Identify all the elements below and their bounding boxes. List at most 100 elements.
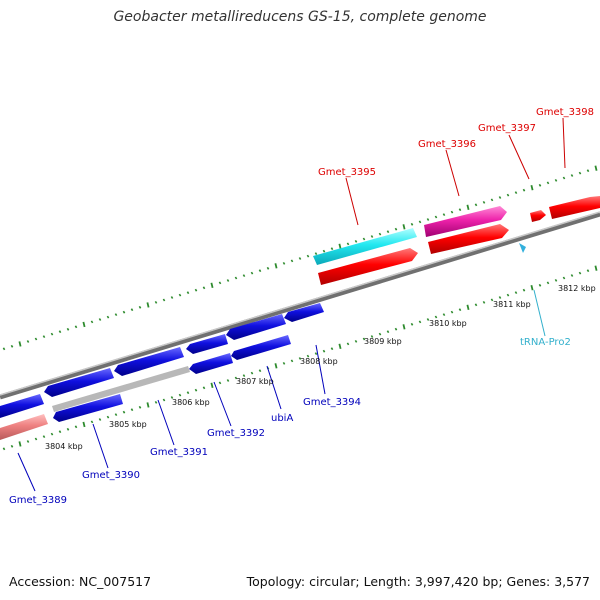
tick-mark (66, 427, 70, 431)
genome-title: Geobacter metallireducens GS-15, complet… (113, 9, 487, 25)
upper-tick-row (2, 165, 598, 351)
tick-mark (586, 169, 590, 173)
tick-mark (466, 204, 470, 211)
gene-label-gmet-3390[interactable]: Gmet_3390 (82, 470, 140, 481)
gene-gmet-3392b[interactable] (231, 335, 291, 360)
tick-mark (114, 413, 118, 417)
tick-mark (82, 321, 86, 328)
tick-mark (394, 227, 398, 231)
tick-mark (546, 181, 550, 185)
tick-mark (250, 371, 254, 375)
tick-mark (18, 441, 22, 447)
tick-label-3810: 3810 kbp (429, 319, 467, 328)
tick-mark (234, 376, 238, 380)
tick-label-3812: 3812 kbp (558, 284, 596, 293)
tick-mark (66, 327, 70, 331)
tick-mark (426, 218, 430, 221)
label-connectors (17, 117, 566, 492)
tick-mark (178, 293, 182, 297)
tick-mark (258, 269, 262, 273)
tick-mark (154, 300, 158, 304)
gene-gmet-3397[interactable] (530, 210, 546, 222)
tick-mark (410, 222, 414, 226)
gene-gmet-3389-pseudo[interactable] (0, 414, 48, 440)
tick-mark (458, 208, 462, 212)
gene-gmet-3391[interactable] (114, 347, 184, 376)
tick-mark (546, 281, 550, 285)
gene-label-trna-pro2[interactable]: tRNA-Pro2 (520, 337, 571, 348)
tick-mark (146, 402, 150, 408)
gene-gmet-3394[interactable] (284, 303, 324, 322)
gene-label-gmet-3391[interactable]: Gmet_3391 (150, 447, 208, 458)
tick-mark (82, 421, 86, 428)
tick-mark (370, 235, 374, 238)
tick-mark (202, 386, 206, 390)
gene-gmet-3398[interactable] (549, 196, 600, 219)
tick-mark (538, 183, 542, 187)
tick-mark (426, 318, 430, 321)
gene-gmet-3389[interactable] (0, 394, 44, 418)
tick-mark (410, 322, 414, 326)
tick-mark (34, 437, 38, 441)
trna-pro2-marker[interactable] (519, 243, 526, 253)
gene-label-gmet-3397[interactable]: Gmet_3397 (478, 123, 536, 134)
tick-mark (554, 278, 558, 282)
gene-gmet-3395-cds[interactable] (318, 248, 418, 285)
tick-mark (186, 291, 190, 295)
tick-mark (298, 357, 302, 360)
accession-text: Accession: NC_007517 (9, 574, 152, 589)
gene-label-gmet-3398[interactable]: Gmet_3398 (536, 107, 594, 118)
tick-mark (450, 310, 454, 314)
tick-mark (282, 361, 286, 365)
tick-mark (194, 388, 198, 392)
tick-mark (570, 274, 574, 277)
gene-label-gmet-3389[interactable]: Gmet_3389 (9, 495, 67, 506)
tick-mark (202, 286, 206, 290)
gene-gmet-3391b[interactable] (189, 353, 233, 374)
gene-ubia[interactable] (226, 314, 286, 340)
tick-mark (594, 265, 598, 271)
gene-label-gmet-3396[interactable]: Gmet_3396 (418, 139, 476, 150)
tick-mark (482, 200, 486, 204)
tick-mark (258, 369, 262, 373)
gene-gmet-3395[interactable] (313, 228, 417, 265)
gene-gmet-3390b[interactable] (53, 394, 123, 422)
tick-mark (514, 291, 518, 295)
tick-mark (26, 340, 30, 343)
tick-mark (130, 308, 134, 312)
tick-mark (346, 242, 350, 246)
tick-mark (10, 444, 14, 448)
gene-label-ubia[interactable]: ubiA (271, 413, 293, 424)
tick-mark (562, 176, 566, 180)
tick-mark (130, 408, 134, 412)
gene-gmet-3390-gray[interactable] (52, 366, 190, 412)
tick-mark (106, 415, 110, 419)
tick-mark (98, 318, 102, 321)
tick-mark (90, 320, 94, 324)
tick-mark (194, 288, 198, 292)
gene-gmet-3396-cds[interactable] (428, 224, 509, 254)
tick-mark (474, 303, 478, 307)
tick-mark (50, 432, 54, 436)
tick-mark (18, 341, 22, 347)
gene-label-gmet-3395[interactable]: Gmet_3395 (318, 167, 376, 178)
tick-mark (578, 171, 582, 175)
tick-mark (338, 243, 342, 250)
gene-labels: Gmet_3395 Gmet_3396 Gmet_3397 Gmet_3398 … (9, 107, 594, 506)
tick-mark (434, 215, 438, 219)
gene-label-gmet-3392[interactable]: Gmet_3392 (207, 428, 265, 439)
tick-label-3811: 3811 kbp (493, 300, 531, 309)
tick-mark (138, 305, 142, 309)
tick-mark (506, 193, 510, 197)
tick-mark (282, 261, 286, 265)
gene-gmet-3390[interactable] (44, 368, 114, 397)
tick-mark (322, 249, 326, 253)
tick-mark (210, 282, 214, 289)
tick-mark (58, 330, 62, 334)
gene-gmet-3392[interactable] (186, 334, 228, 354)
tick-mark (10, 344, 14, 348)
tick-mark (290, 359, 294, 363)
gene-gmet-3396[interactable] (424, 206, 507, 237)
gene-label-gmet-3394[interactable]: Gmet_3394 (303, 397, 361, 408)
